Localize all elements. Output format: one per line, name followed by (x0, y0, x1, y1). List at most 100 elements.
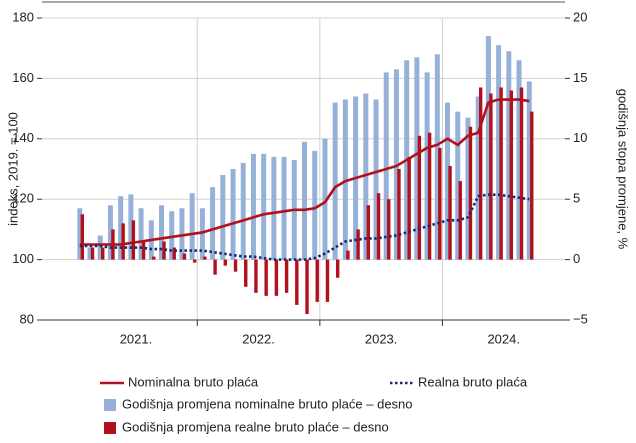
bar (220, 175, 226, 260)
bar (97, 235, 103, 260)
legend-label: Godišnja promjena realne bruto plaće – d… (122, 419, 389, 434)
bar (199, 208, 205, 260)
bar (107, 205, 113, 260)
bar (192, 259, 197, 263)
y2-tick-label: −5 (573, 311, 588, 326)
x-tick-label: 2021. (120, 331, 153, 346)
y2-tick-label: 20 (573, 9, 587, 24)
bar (417, 135, 422, 260)
y2-tick-label: 15 (573, 70, 587, 85)
legend-label: Godišnja promjena nominalne bruto plaće … (122, 396, 413, 411)
bar (254, 259, 258, 293)
bar (131, 220, 136, 260)
line (79, 98, 530, 246)
bar (342, 99, 348, 260)
bar (128, 194, 134, 260)
y2-tick-label: 10 (573, 130, 587, 145)
bar (526, 81, 532, 260)
x-tick-label: 2022. (242, 331, 275, 346)
bar (138, 208, 144, 260)
bar (172, 247, 176, 260)
bar (499, 87, 503, 260)
bar (448, 165, 452, 260)
bar (424, 72, 430, 260)
bar (489, 93, 493, 260)
bar (519, 87, 524, 260)
bar (438, 147, 442, 260)
bar (506, 51, 512, 260)
bar (223, 259, 228, 266)
bar (182, 253, 187, 260)
bar (141, 241, 146, 260)
legend-label: Nominalna bruto plaća (128, 374, 259, 389)
line (79, 193, 530, 261)
bar (325, 259, 330, 302)
bar (383, 72, 389, 260)
bar (397, 169, 401, 260)
bar (179, 208, 185, 260)
bar (230, 169, 236, 260)
legend-label: Realna bruto plaća (418, 374, 528, 389)
bar (261, 153, 267, 260)
bar (516, 60, 522, 260)
bar (274, 259, 279, 296)
bar (101, 247, 105, 260)
bar (244, 259, 248, 287)
bar (189, 193, 195, 260)
bar (203, 256, 207, 260)
bar (240, 162, 246, 260)
y-tick-label: 140 (12, 130, 34, 145)
bar (305, 259, 309, 314)
bar (210, 187, 216, 260)
bar (376, 193, 381, 260)
y2-axis-label: godišnja stopa promjene, % (616, 89, 631, 250)
bar (312, 150, 318, 260)
bar (356, 229, 360, 260)
bar (87, 247, 93, 260)
bar (281, 156, 287, 260)
bar (322, 138, 328, 260)
bar (159, 205, 165, 260)
bar (363, 93, 369, 260)
bar (427, 132, 432, 260)
bar (387, 199, 391, 260)
bar (302, 141, 308, 260)
bar (284, 259, 289, 293)
legend-swatch (104, 422, 116, 434)
bar (77, 208, 83, 260)
bar (121, 223, 125, 260)
x-tick-label: 2023. (365, 331, 398, 346)
y2-tick-label: 0 (573, 251, 580, 266)
y-tick-label: 100 (12, 251, 34, 266)
bar (366, 205, 371, 260)
bar (509, 90, 514, 260)
bar (315, 259, 319, 302)
bar (478, 87, 483, 260)
bar (264, 259, 268, 296)
bar (162, 241, 166, 260)
bar (445, 102, 451, 260)
bar (373, 99, 379, 260)
bar (407, 156, 411, 260)
bar (485, 36, 491, 260)
bar (434, 54, 440, 260)
bar (455, 111, 461, 260)
bar (465, 117, 471, 260)
bar (335, 259, 340, 278)
bar (90, 247, 95, 260)
bar (295, 259, 299, 305)
y-tick-label: 120 (12, 191, 34, 206)
y-axis-label: indeks, 2019. = 100 (5, 112, 20, 226)
bar (213, 259, 217, 275)
bar (250, 153, 256, 260)
bar (80, 214, 84, 260)
bar (530, 111, 534, 260)
bar (468, 126, 473, 260)
bar (346, 250, 350, 260)
y-tick-label: 180 (12, 9, 34, 24)
bar (169, 211, 175, 260)
bar (118, 196, 124, 260)
y2-tick-label: 5 (573, 191, 580, 206)
y-tick-label: 80 (20, 311, 34, 326)
